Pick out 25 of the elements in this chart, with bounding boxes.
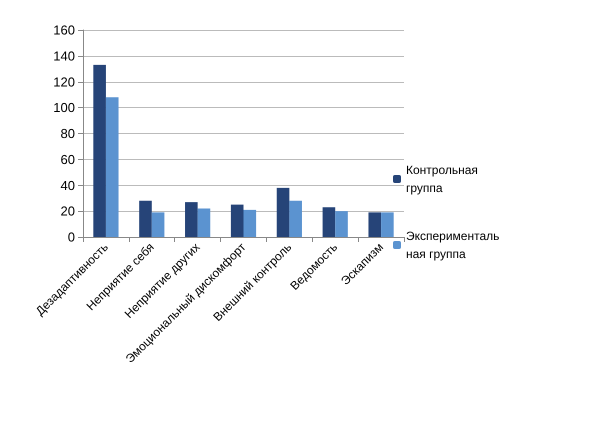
legend-label: Экспериментальная группа bbox=[406, 229, 500, 261]
legend-label: Контрольная группа bbox=[406, 163, 482, 195]
bar bbox=[368, 212, 382, 237]
y-tick-label: 160 bbox=[53, 22, 75, 38]
bar bbox=[230, 204, 244, 237]
bar bbox=[139, 200, 152, 237]
y-tick-label: 20 bbox=[60, 204, 75, 219]
y-tick-label: 0 bbox=[68, 230, 75, 244]
y-tick-label: 140 bbox=[53, 48, 75, 64]
bar bbox=[198, 208, 210, 237]
y-tick-label: 60 bbox=[60, 152, 75, 167]
bar bbox=[185, 202, 198, 237]
bar bbox=[244, 210, 256, 237]
y-tick-label: 120 bbox=[53, 74, 75, 90]
y-tick-label: 100 bbox=[53, 100, 75, 116]
bar bbox=[289, 200, 302, 237]
bar bbox=[381, 212, 394, 237]
bar bbox=[276, 188, 290, 237]
y-tick-label: 80 bbox=[60, 126, 75, 141]
bar bbox=[152, 212, 164, 237]
bar bbox=[335, 211, 348, 237]
bar bbox=[322, 207, 336, 237]
bar bbox=[93, 64, 106, 237]
y-tick-label: 40 bbox=[60, 178, 75, 193]
bar bbox=[106, 97, 119, 237]
